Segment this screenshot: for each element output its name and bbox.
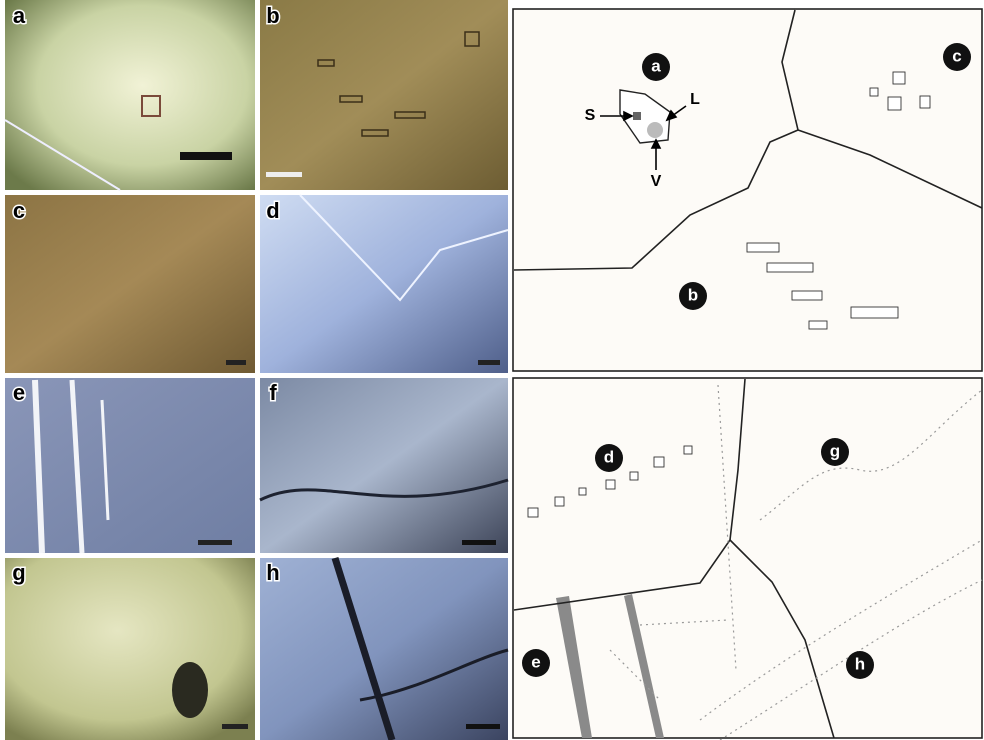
panel-label: b — [266, 3, 279, 28]
marker-label: a — [651, 57, 661, 76]
scale-bar — [466, 724, 500, 729]
marker-label: b — [688, 286, 698, 305]
schematic-top: S L V a c b — [513, 9, 982, 371]
vapor-bubble — [647, 122, 663, 138]
phase-label: S — [585, 107, 596, 124]
scale-bar — [198, 540, 232, 545]
scale-bar — [180, 152, 232, 160]
panel-label: f — [269, 380, 277, 405]
panel-label: c — [13, 198, 25, 223]
marker-label: g — [830, 442, 840, 461]
panel-label: d — [266, 198, 279, 223]
scale-bar — [462, 540, 496, 545]
schematic-frame — [513, 9, 982, 371]
scale-bar — [222, 724, 248, 729]
marker-label: d — [604, 448, 614, 467]
marker-label: h — [855, 655, 865, 674]
scale-bar — [478, 360, 500, 365]
marker-label: c — [952, 47, 961, 66]
schematic-bottom: d g e h — [513, 378, 982, 740]
photo — [260, 0, 508, 190]
marker-label: e — [531, 653, 540, 672]
solid-phase — [633, 112, 641, 120]
photo — [5, 558, 255, 740]
photo — [5, 0, 255, 190]
photo-panels: a b c d e f g h — [5, 0, 508, 740]
phase-label: V — [651, 173, 662, 190]
phase-label: L — [690, 91, 700, 108]
panel-label: g — [12, 560, 25, 585]
panel-label: h — [266, 560, 279, 585]
panel-label: e — [13, 380, 25, 405]
photo — [260, 378, 508, 553]
photo — [5, 195, 255, 373]
panel-label: a — [13, 3, 26, 28]
scale-bar — [266, 172, 302, 177]
figure: a b c d e f g h S L V a c b d — [0, 0, 984, 740]
scale-bar — [226, 360, 246, 365]
photo-detail — [172, 662, 208, 718]
